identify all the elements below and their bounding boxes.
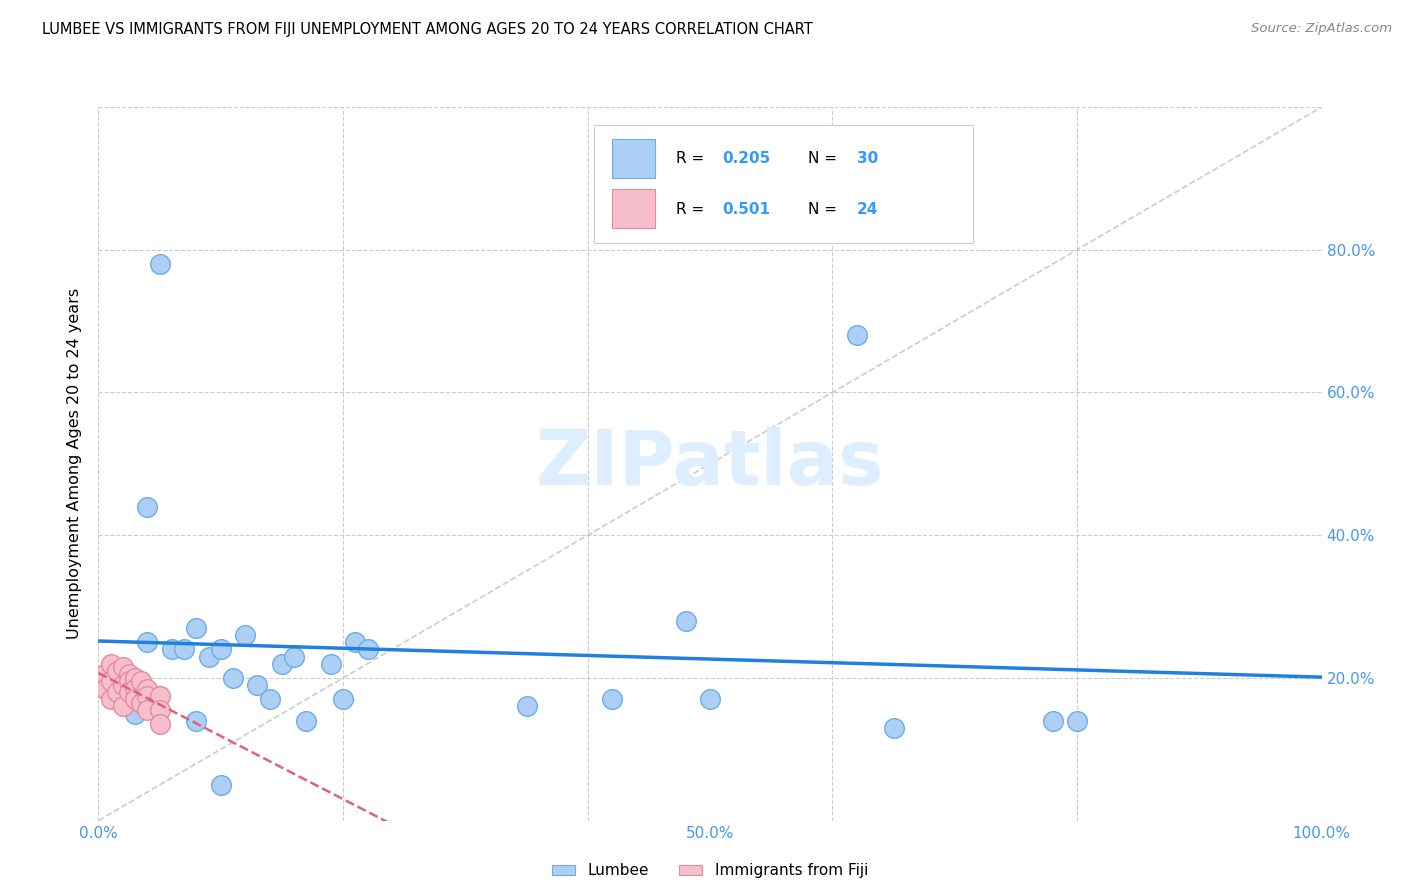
- Point: [100, 657, 122, 671]
- FancyBboxPatch shape: [593, 125, 973, 243]
- Point: [149, 703, 172, 717]
- Point: [124, 692, 146, 706]
- Text: Source: ZipAtlas.com: Source: ZipAtlas.com: [1251, 22, 1392, 36]
- Point: [136, 681, 159, 696]
- Text: N =: N =: [808, 151, 842, 166]
- Point: [845, 328, 868, 343]
- Text: ZIPatlas: ZIPatlas: [536, 427, 884, 500]
- FancyBboxPatch shape: [612, 189, 655, 228]
- Point: [319, 657, 342, 671]
- Point: [209, 642, 232, 657]
- Point: [1066, 714, 1088, 728]
- Point: [111, 699, 134, 714]
- Text: 0.501: 0.501: [723, 202, 770, 217]
- Point: [111, 678, 134, 692]
- Point: [149, 717, 172, 731]
- Point: [105, 664, 128, 678]
- Point: [344, 635, 367, 649]
- Point: [515, 699, 537, 714]
- Point: [111, 660, 134, 674]
- Point: [100, 674, 122, 689]
- Point: [270, 657, 294, 671]
- Point: [259, 692, 281, 706]
- Point: [295, 714, 318, 728]
- Point: [149, 257, 172, 271]
- Point: [118, 674, 141, 689]
- Point: [197, 649, 219, 664]
- Point: [93, 681, 115, 696]
- Text: N =: N =: [808, 202, 842, 217]
- Point: [186, 714, 208, 728]
- Point: [100, 692, 122, 706]
- Point: [136, 635, 159, 649]
- Point: [124, 681, 146, 696]
- Text: LUMBEE VS IMMIGRANTS FROM FIJI UNEMPLOYMENT AMONG AGES 20 TO 24 YEARS CORRELATIO: LUMBEE VS IMMIGRANTS FROM FIJI UNEMPLOYM…: [42, 22, 813, 37]
- Text: 0.205: 0.205: [723, 151, 770, 166]
- Point: [149, 689, 172, 703]
- Text: 30: 30: [856, 151, 879, 166]
- Point: [118, 667, 141, 681]
- Point: [332, 692, 354, 706]
- Point: [233, 628, 256, 642]
- Y-axis label: Unemployment Among Ages 20 to 24 years: Unemployment Among Ages 20 to 24 years: [67, 288, 83, 640]
- Point: [136, 703, 159, 717]
- Point: [93, 667, 115, 681]
- Point: [118, 685, 141, 699]
- Point: [356, 642, 378, 657]
- Point: [160, 642, 183, 657]
- Point: [136, 689, 159, 703]
- Point: [699, 692, 721, 706]
- Point: [222, 671, 245, 685]
- Point: [600, 692, 623, 706]
- Text: R =: R =: [676, 151, 709, 166]
- Point: [675, 614, 697, 628]
- FancyBboxPatch shape: [612, 139, 655, 178]
- Point: [186, 621, 208, 635]
- Text: R =: R =: [676, 202, 709, 217]
- Text: 24: 24: [856, 202, 879, 217]
- Legend: Lumbee, Immigrants from Fiji: Lumbee, Immigrants from Fiji: [546, 857, 875, 884]
- Point: [1042, 714, 1064, 728]
- Point: [129, 696, 152, 710]
- Point: [124, 706, 146, 721]
- Point: [173, 642, 195, 657]
- Point: [246, 678, 269, 692]
- Point: [283, 649, 305, 664]
- Point: [124, 671, 146, 685]
- Point: [209, 778, 232, 792]
- Point: [883, 721, 905, 735]
- Point: [105, 685, 128, 699]
- Point: [129, 674, 152, 689]
- Point: [136, 500, 159, 514]
